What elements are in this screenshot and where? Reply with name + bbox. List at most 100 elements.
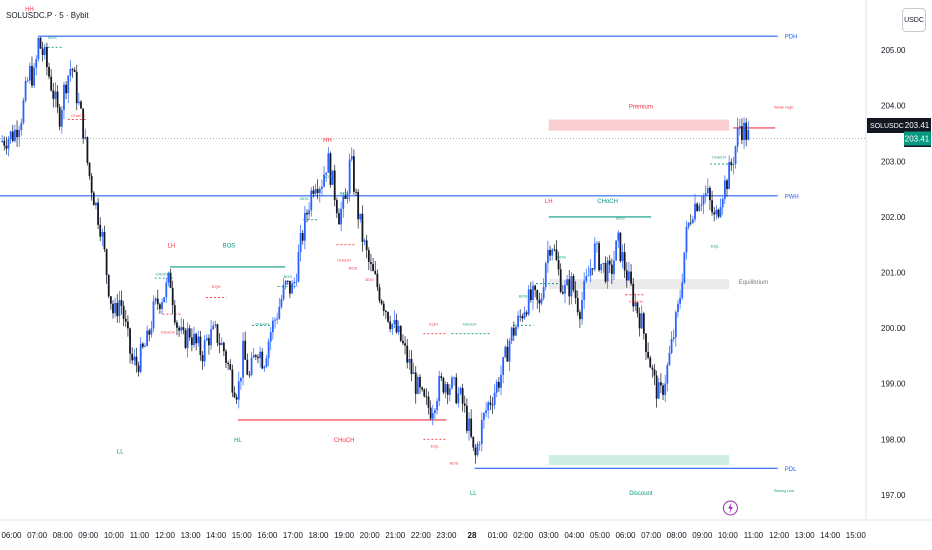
- candle-body: [312, 190, 315, 194]
- candle-body: [657, 382, 660, 399]
- candle-body: [133, 356, 136, 361]
- candle-body: [301, 233, 304, 241]
- candle-body: [75, 71, 78, 104]
- candle-body: [393, 319, 396, 325]
- structure-annotation: Discount: [629, 491, 653, 497]
- candle-body: [84, 137, 87, 139]
- candle-body: [173, 305, 176, 323]
- candle-body: [730, 162, 733, 166]
- price-tick-label: 204.00: [881, 102, 906, 111]
- structure-annotation: BOS: [48, 35, 57, 40]
- candle-body: [455, 377, 458, 404]
- quote-currency-button[interactable]: USDC: [902, 8, 926, 32]
- current-price-marker-label: 203.41: [905, 134, 930, 143]
- candle-body: [65, 84, 67, 94]
- price-axis[interactable]: 205.00 204.00 203.00 202.00 201.00 200.00 199.…: [881, 46, 906, 500]
- time-tick-label: 20:00: [360, 531, 381, 540]
- candle-body: [188, 328, 191, 338]
- structure-annotation: CHoCH: [334, 438, 355, 444]
- candle-body: [474, 447, 477, 456]
- candle-body: [423, 389, 426, 397]
- candle-body: [244, 340, 247, 360]
- candle-body: [738, 126, 741, 128]
- time-tick-label: 13:00: [795, 531, 816, 540]
- candle-body: [555, 249, 558, 261]
- candle-body: [50, 76, 53, 91]
- candle-body: [745, 122, 748, 140]
- candle-body: [397, 325, 400, 333]
- candle-body: [9, 131, 12, 139]
- structure-annotation: HH: [323, 138, 332, 144]
- candle-body: [214, 324, 217, 326]
- candle-body: [318, 188, 321, 193]
- candle-body: [316, 188, 319, 193]
- candle-body: [95, 202, 97, 206]
- candle-body: [399, 325, 402, 341]
- candle-body: [7, 138, 10, 149]
- candle-body: [472, 436, 475, 448]
- candle-body: [517, 315, 519, 327]
- candle-body: [263, 366, 266, 369]
- time-tick-label: 07:00: [641, 531, 662, 540]
- candle-body: [109, 296, 112, 304]
- candle-body: [570, 276, 573, 297]
- candle-body: [581, 299, 583, 320]
- candle-body: [163, 297, 166, 303]
- candle-body: [429, 407, 432, 419]
- candle-body: [178, 327, 180, 331]
- candle-body: [107, 274, 110, 297]
- candle-body: [642, 313, 645, 334]
- candle-body: [331, 170, 334, 185]
- candle-body: [662, 385, 664, 395]
- candle-body: [549, 249, 551, 256]
- candle-body: [82, 108, 85, 139]
- candle-body: [152, 301, 155, 329]
- candle-body: [419, 377, 421, 388]
- candle-body: [384, 310, 387, 313]
- candle-body: [647, 351, 650, 358]
- candle-body: [222, 342, 225, 352]
- candle-body: [297, 252, 300, 282]
- structure-annotation: CHoCH: [255, 321, 269, 326]
- time-tick-label: 06:00: [615, 531, 636, 540]
- structure-annotation: Equilibrium: [739, 280, 769, 286]
- structure-annotation: BOS: [450, 460, 459, 465]
- candle-body: [425, 396, 428, 398]
- candle-body: [442, 378, 445, 393]
- candle-body: [31, 65, 33, 86]
- price-tick-label: 198.00: [881, 435, 906, 444]
- candle-body: [406, 345, 409, 363]
- structure-annotation: HL: [234, 438, 242, 444]
- time-tick-label: 09:00: [78, 531, 99, 540]
- candle-body: [497, 381, 500, 388]
- candle-body: [431, 412, 434, 419]
- candle-body: [717, 209, 720, 217]
- candle-body: [382, 303, 385, 311]
- candle-body: [33, 67, 36, 86]
- candle-body: [338, 213, 340, 225]
- candle-body: [348, 159, 351, 194]
- candle-body: [743, 122, 745, 141]
- structure-annotation: Premium: [629, 104, 653, 110]
- structure-annotation: LH: [168, 243, 176, 249]
- candle-body: [167, 272, 170, 283]
- candle-body: [333, 170, 336, 201]
- candle-body: [628, 271, 630, 281]
- candle-body: [630, 271, 632, 284]
- structure-annotation: BOS: [223, 243, 236, 249]
- candle-body: [201, 355, 204, 362]
- candle-body: [259, 351, 261, 359]
- candle-body: [135, 356, 138, 366]
- candle-body: [660, 382, 662, 386]
- candle-body: [702, 195, 705, 205]
- candle-body: [54, 91, 57, 99]
- candle-body: [103, 232, 106, 250]
- candle-body: [242, 340, 244, 378]
- candle-body: [438, 376, 441, 401]
- candle-body: [372, 263, 374, 271]
- candle-body: [37, 37, 40, 60]
- candle-body: [557, 260, 560, 270]
- candle-body: [131, 353, 134, 361]
- time-axis[interactable]: 06:00 07:00 08:00 09:00 10:00 11:00 12:00 13:00…: [1, 531, 866, 540]
